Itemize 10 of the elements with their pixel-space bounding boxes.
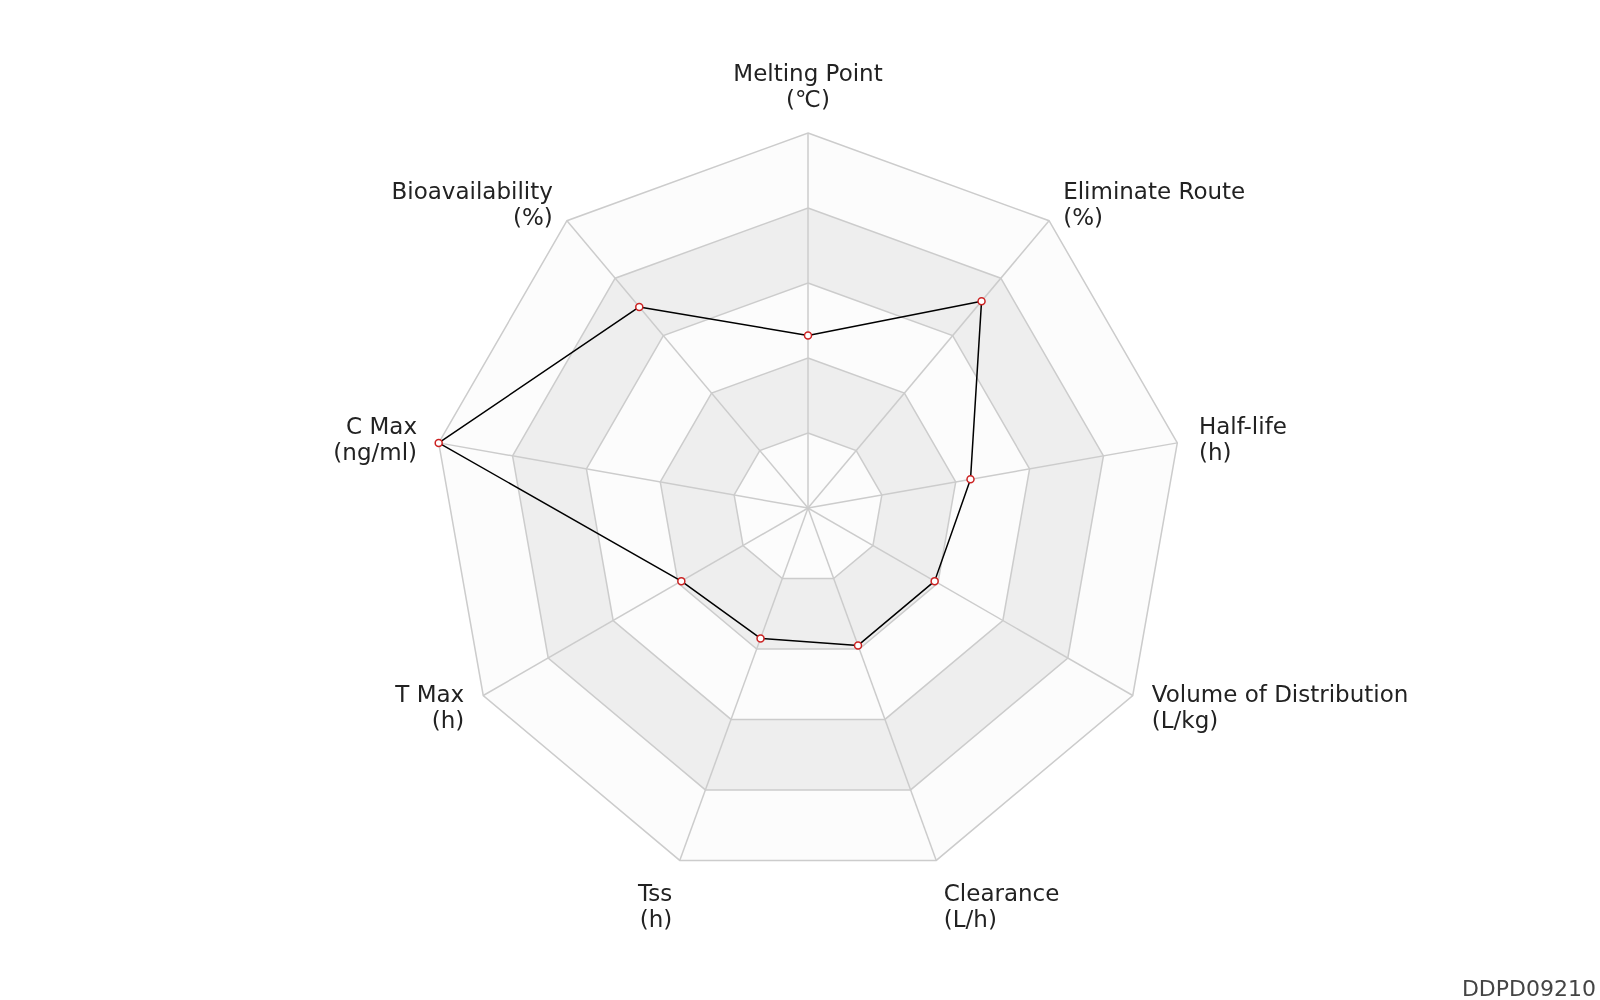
spoke-label: T Max (h) — [394, 680, 465, 733]
spoke-label: Tss (h) — [637, 880, 673, 933]
spoke-label: Half-life (h) — [1198, 413, 1287, 466]
text: DDPD09210 — [1461, 976, 1596, 1000]
spoke-label: C Max (ng/ml) — [333, 413, 418, 466]
spoke-label: Eliminate Route (%) — [1063, 177, 1246, 230]
spoke-label: Bioavailability (%) — [391, 177, 553, 230]
spoke-label: Volume of Distribution (L/kg) — [1151, 680, 1409, 733]
spoke-label: Melting Point (℃) — [733, 60, 883, 112]
spoke-label: Clearance (L/h) — [943, 880, 1060, 933]
